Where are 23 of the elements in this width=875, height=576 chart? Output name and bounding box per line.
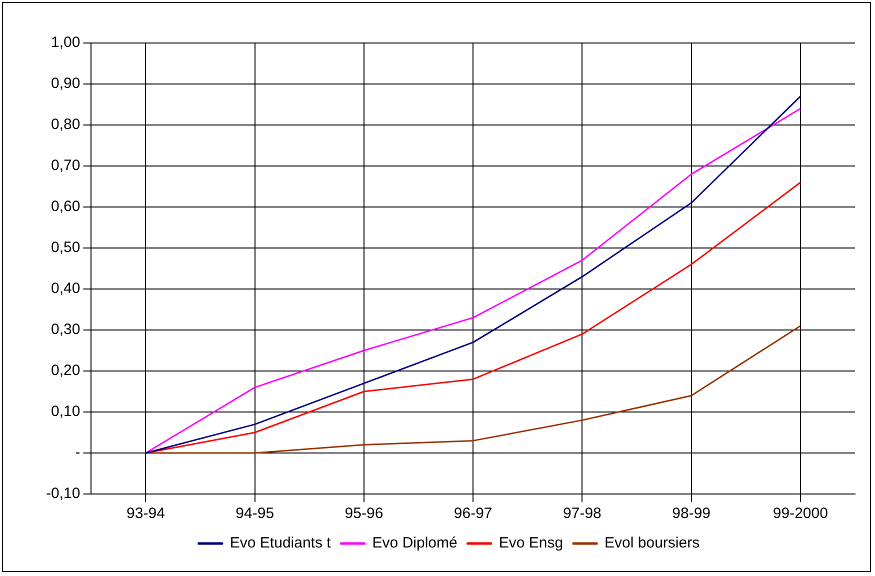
y-tick-label: 0,50	[50, 239, 80, 256]
x-tick-label: 99-2000	[772, 505, 828, 522]
y-tick-label: 0,30	[50, 321, 80, 338]
x-tick-label: 94-95	[236, 505, 274, 522]
x-tick-label: 95-96	[344, 505, 384, 522]
y-tick-label: -	[75, 444, 80, 462]
legend-label: Evo Diplomé	[372, 534, 458, 552]
legend-label: Evol boursiers	[604, 534, 700, 552]
x-tick-label: 98-99	[672, 505, 711, 522]
legend-label: Evo Ensg	[498, 534, 564, 552]
y-tick-label: 0,60	[50, 198, 80, 216]
y-tick-label: 0,10	[50, 403, 80, 420]
y-tick-label: 0,90	[50, 75, 80, 92]
y-tick-label: 0,70	[50, 157, 80, 174]
y-tick-label: 0,40	[50, 280, 80, 298]
legend-label: Evo Etudiants t	[230, 534, 332, 552]
y-tick-label: -0,10	[46, 485, 80, 502]
x-tick-label: 96-97	[454, 505, 492, 522]
y-tick-label: 0,80	[50, 116, 80, 134]
x-tick-label: 93-94	[126, 505, 165, 522]
y-tick-label: 0,20	[50, 362, 80, 380]
x-tick-label: 97-98	[563, 505, 602, 522]
y-tick-label: 1,00	[50, 34, 80, 52]
